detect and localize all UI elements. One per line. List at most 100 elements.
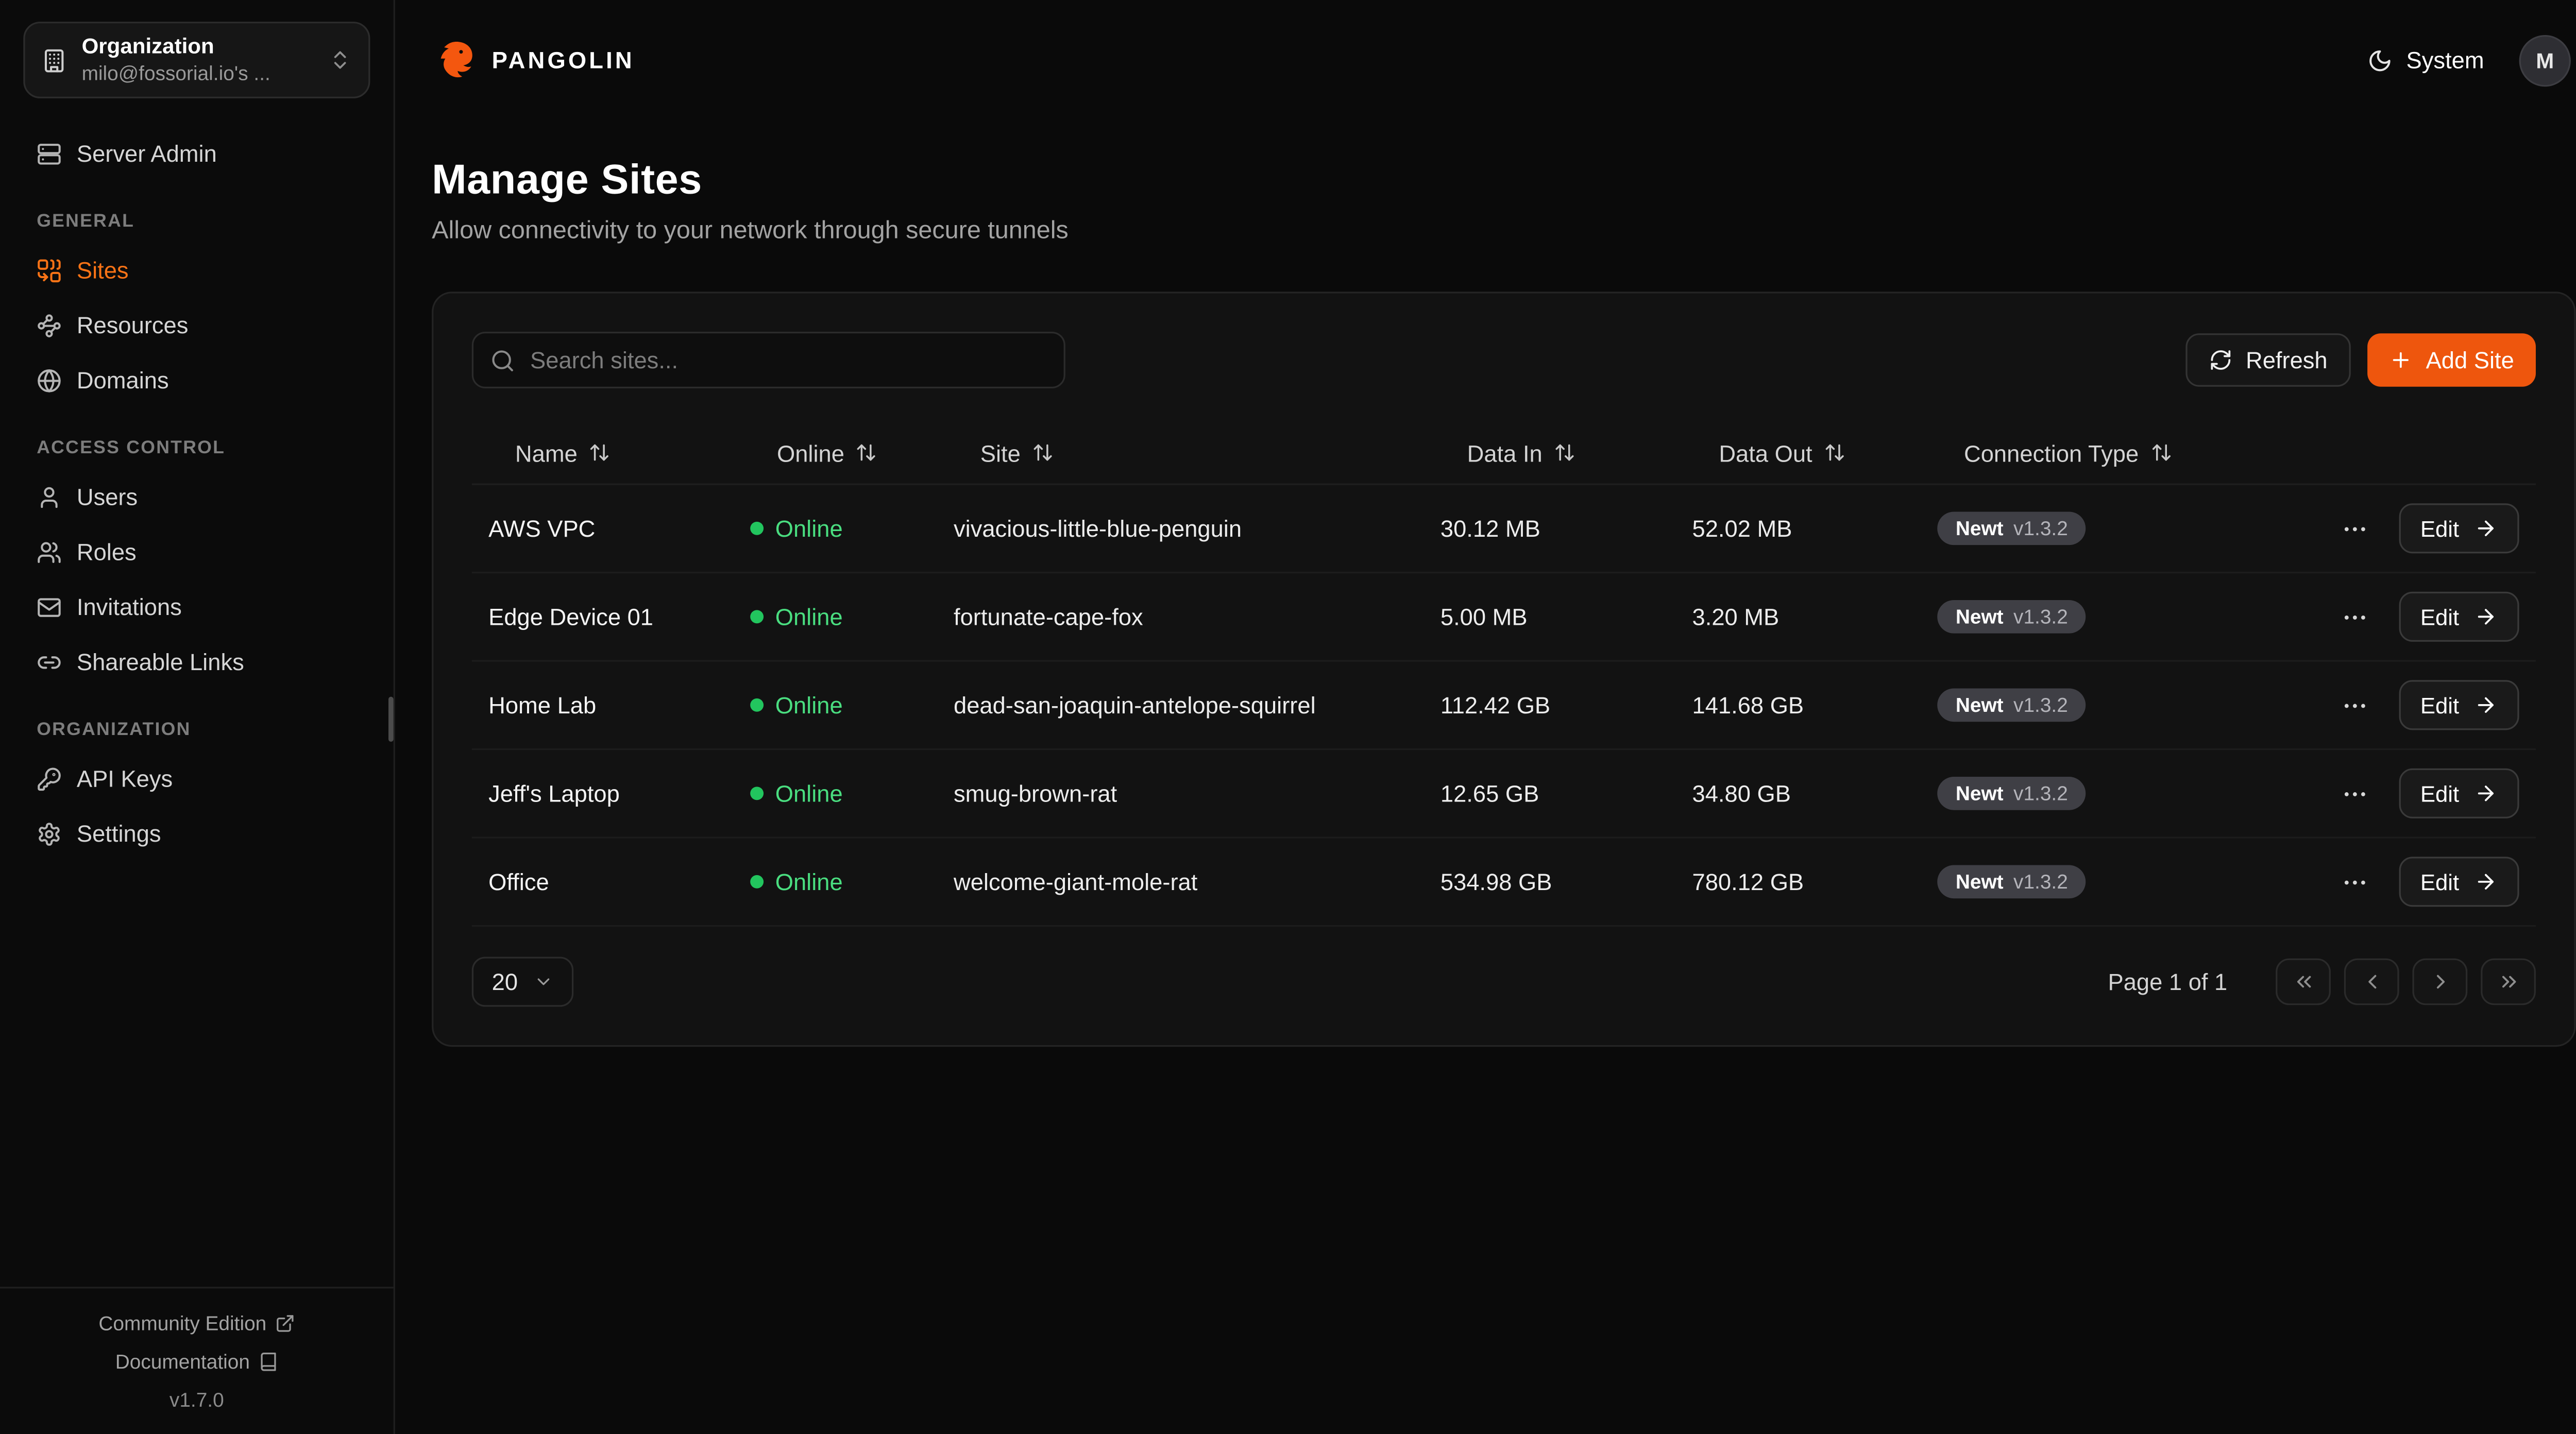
column-label: Site xyxy=(980,439,1021,466)
sidebar-item-resources[interactable]: Resources xyxy=(20,301,374,351)
gear-icon xyxy=(39,823,60,846)
column-header-online[interactable]: Online xyxy=(750,439,954,466)
data-out-value: 52.02 MB xyxy=(1692,515,1792,542)
connection-version: v1.3.2 xyxy=(2013,693,2068,717)
edit-label: Edit xyxy=(2420,781,2460,806)
data-out-value: 3.20 MB xyxy=(1692,603,1780,630)
column-header-data-in[interactable]: Data In xyxy=(1440,439,1692,466)
column-header-connection-type[interactable]: Connection Type xyxy=(1937,439,2519,466)
connection-version: v1.3.2 xyxy=(2013,781,2068,805)
row-actions: Edit xyxy=(2335,768,2519,818)
online-dot xyxy=(750,698,764,712)
org-switcher-title: Organization xyxy=(81,33,214,59)
combine-icon xyxy=(38,259,61,283)
top-bar: PANGOLIN System M xyxy=(395,0,2576,120)
sidebar-item-settings[interactable]: Settings xyxy=(20,809,374,859)
main-area: PANGOLIN System M Manage Sites Allow con… xyxy=(395,0,2576,1434)
documentation-link[interactable]: Documentation xyxy=(115,1350,278,1373)
site-name: Edge Device 01 xyxy=(488,603,654,630)
sidebar-scrollbar-thumb[interactable] xyxy=(388,696,394,742)
edit-label: Edit xyxy=(2420,869,2460,895)
sidebar-item-shareable-links[interactable]: Shareable Links xyxy=(20,638,374,688)
data-in-value: 30.12 MB xyxy=(1440,515,1540,542)
avatar[interactable]: M xyxy=(2519,34,2571,86)
online-dot xyxy=(750,521,764,535)
community-edition-link[interactable]: Community Edition xyxy=(98,1311,295,1334)
page-size-select[interactable]: 20 xyxy=(471,957,573,1007)
table-row: Office Online welcome-giant-mole-rat 534… xyxy=(471,839,2536,927)
sidebar-item-users[interactable]: Users xyxy=(20,472,374,522)
edit-button[interactable]: Edit xyxy=(2398,768,2519,818)
external-link-icon xyxy=(276,1314,294,1331)
connection-client: Newt xyxy=(1955,517,2004,540)
arrow-right-icon xyxy=(2478,786,2494,801)
table-toolbar: Refresh Add Site xyxy=(471,331,2536,388)
online-label: Online xyxy=(775,780,843,807)
last-page-button[interactable] xyxy=(2481,958,2536,1005)
row-menu-button[interactable] xyxy=(2335,774,2374,812)
column-header-data-out[interactable]: Data Out xyxy=(1692,439,1938,466)
edit-button[interactable]: Edit xyxy=(2398,857,2519,907)
column-header-name[interactable]: Name xyxy=(488,439,750,466)
sidebar-item-invitations[interactable]: Invitations xyxy=(20,583,374,633)
data-in-value: 5.00 MB xyxy=(1440,603,1528,630)
table-footer: 20 Page 1 of 1 xyxy=(471,957,2536,1007)
search-input[interactable] xyxy=(471,331,1065,388)
sites-table: Name Online Site Data In Data Out Connec… xyxy=(471,422,2536,927)
connection-client: Newt xyxy=(1955,781,2004,805)
edit-button[interactable]: Edit xyxy=(2398,503,2519,554)
theme-toggle[interactable]: System xyxy=(2368,47,2484,73)
table-row: Jeff's Laptop Online smug-brown-rat 12.6… xyxy=(471,750,2536,839)
connection-type-cell: Newt v1.3.2 xyxy=(1937,865,2335,899)
ellipsis-icon xyxy=(2344,526,2365,531)
sidebar-item-label: API Keys xyxy=(76,765,173,793)
brand[interactable]: PANGOLIN xyxy=(432,38,635,82)
site-name: Office xyxy=(488,868,549,895)
first-page-button[interactable] xyxy=(2276,958,2331,1005)
row-menu-button[interactable] xyxy=(2335,509,2374,548)
edit-button[interactable]: Edit xyxy=(2398,591,2519,642)
sidebar-item-server-admin[interactable]: Server Admin xyxy=(20,129,374,179)
page-title: Manage Sites xyxy=(432,157,702,203)
sort-icon xyxy=(590,444,609,461)
page-content: Manage Sites Allow connectivity to your … xyxy=(395,120,2576,1047)
next-page-button[interactable] xyxy=(2412,958,2468,1005)
sort-icon xyxy=(1555,444,1574,461)
moon-icon xyxy=(2370,49,2391,71)
refresh-button[interactable]: Refresh xyxy=(2185,333,2351,387)
sidebar-item-api-keys[interactable]: API Keys xyxy=(20,754,374,804)
sidebar-nav: Server Admin GENERAL Sites Resources Dom… xyxy=(0,99,394,1286)
column-label: Online xyxy=(776,439,844,466)
sidebar-section-organization: ORGANIZATION xyxy=(37,721,191,741)
waypoints-icon xyxy=(38,314,61,337)
row-menu-button[interactable] xyxy=(2335,863,2374,901)
sidebar-item-domains[interactable]: Domains xyxy=(20,356,374,406)
globe-icon xyxy=(38,369,61,392)
table-row: Edge Device 01 Online fortunate-cape-fox… xyxy=(471,573,2536,662)
documentation-label: Documentation xyxy=(115,1349,250,1373)
sidebar-item-roles[interactable]: Roles xyxy=(20,527,374,577)
online-status: Online xyxy=(750,692,954,719)
column-header-site[interactable]: Site xyxy=(954,439,1440,466)
search-box xyxy=(471,331,1065,388)
connection-client: Newt xyxy=(1955,870,2004,894)
row-menu-button[interactable] xyxy=(2335,598,2374,636)
row-menu-button[interactable] xyxy=(2335,686,2374,724)
add-site-button[interactable]: Add Site xyxy=(2367,333,2536,387)
sidebar-item-sites[interactable]: Sites xyxy=(20,246,374,296)
sort-icon xyxy=(2152,444,2171,461)
sidebar: Organization milo@fossorial.io's ... Ser… xyxy=(0,0,395,1434)
connection-type-cell: Newt v1.3.2 xyxy=(1937,511,2335,545)
previous-page-button[interactable] xyxy=(2344,958,2399,1005)
sidebar-section-access-control: ACCESS CONTROL xyxy=(37,439,226,459)
arrow-right-icon xyxy=(2478,697,2494,713)
site-slug: fortunate-cape-fox xyxy=(953,603,1143,630)
sidebar-item-label: Invitations xyxy=(76,594,182,621)
site-slug: welcome-giant-mole-rat xyxy=(953,868,1198,895)
connection-type-cell: Newt v1.3.2 xyxy=(1937,600,2335,634)
edit-label: Edit xyxy=(2420,692,2460,718)
org-switcher[interactable]: Organization milo@fossorial.io's ... xyxy=(23,22,370,99)
edit-button[interactable]: Edit xyxy=(2398,680,2519,730)
data-in-value: 12.65 GB xyxy=(1440,780,1539,807)
user-icon xyxy=(41,487,58,508)
